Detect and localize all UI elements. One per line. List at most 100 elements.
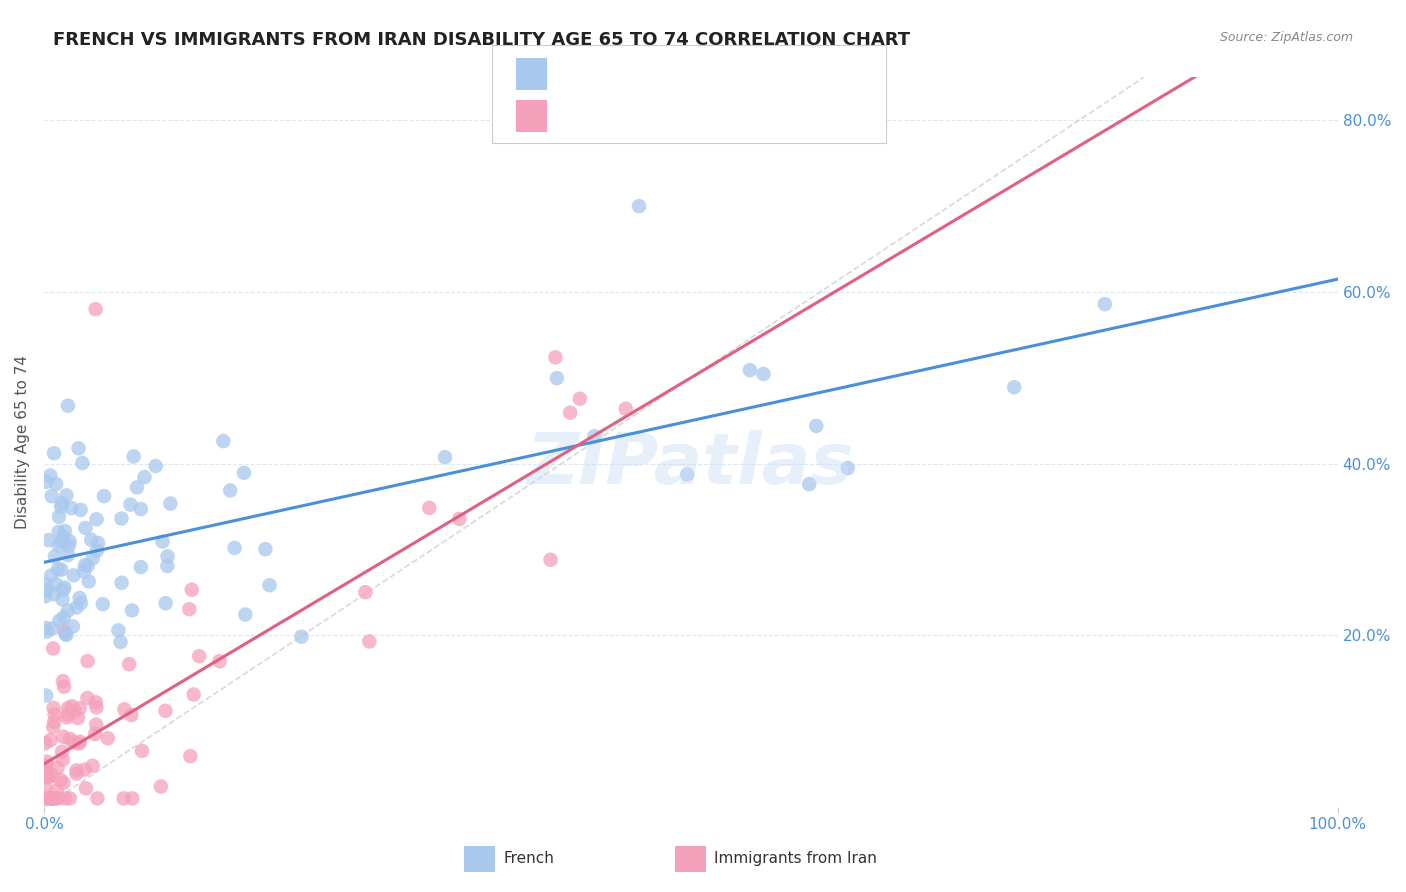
Point (799, 477, 821, 491)
Point (110, 635, 132, 649)
Point (110, 511, 132, 525)
Point (120, 708, 142, 723)
Point (52, 776, 75, 790)
Point (129, 560, 152, 574)
Point (76, 558, 98, 573)
Point (51, 496, 73, 510)
Point (62, 619, 84, 633)
Point (46, 761, 69, 775)
Point (67, 442, 90, 456)
Point (70, 596, 93, 610)
Point (359, 634, 381, 648)
Point (51, 745, 73, 759)
Point (120, 498, 142, 512)
Point (69, 591, 91, 605)
Point (39, 791, 62, 805)
Point (52, 753, 75, 767)
Point (224, 541, 246, 555)
Point (560, 406, 582, 420)
Point (259, 578, 281, 592)
Point (34, 766, 56, 780)
Point (35, 624, 58, 639)
Point (73, 558, 96, 573)
Point (179, 749, 201, 764)
Point (84, 302, 107, 317)
Text: 0.529: 0.529 (593, 107, 645, 125)
Point (42, 720, 65, 734)
Point (44, 549, 66, 564)
Point (540, 553, 562, 567)
Point (76, 691, 98, 706)
Point (56, 707, 79, 722)
Point (111, 575, 134, 590)
Point (77, 574, 100, 589)
Point (118, 657, 141, 672)
Text: 98: 98 (707, 65, 730, 83)
Point (55, 628, 77, 642)
Point (73, 565, 96, 579)
Point (93, 489, 115, 503)
Point (134, 470, 156, 484)
Point (676, 467, 699, 482)
Point (219, 483, 242, 498)
Point (51, 563, 73, 577)
Point (53, 791, 76, 805)
Point (34, 589, 56, 603)
Point (56, 604, 79, 618)
Point (290, 630, 312, 644)
Point (129, 502, 152, 516)
Point (53, 680, 76, 694)
Point (48, 539, 70, 553)
Point (121, 603, 143, 617)
Point (48, 524, 70, 539)
Point (41, 791, 63, 805)
Point (806, 418, 828, 433)
Point (156, 549, 179, 564)
Text: 84: 84 (707, 107, 730, 125)
Point (35, 689, 58, 703)
Point (76, 654, 98, 668)
Point (418, 500, 440, 515)
Point (125, 480, 148, 494)
Point (69, 701, 91, 715)
Point (45, 477, 67, 491)
Point (37, 791, 59, 805)
Point (49, 772, 72, 787)
Text: Source: ZipAtlas.com: Source: ZipAtlas.com (1219, 31, 1353, 45)
Point (52, 610, 75, 624)
Text: N =: N = (671, 107, 707, 125)
Point (34, 780, 56, 795)
Point (60, 699, 83, 714)
Point (67, 711, 90, 725)
Point (449, 512, 471, 526)
Point (35, 475, 58, 489)
Point (91, 597, 114, 611)
Point (86, 700, 108, 714)
Point (39, 791, 62, 805)
Point (59, 731, 82, 746)
Point (208, 654, 231, 668)
Point (56, 548, 79, 562)
Point (86, 512, 108, 526)
Point (1002, 380, 1025, 394)
Point (53, 624, 76, 638)
Point (38, 533, 60, 548)
Point (122, 450, 145, 464)
Text: 0.508: 0.508 (593, 65, 645, 83)
Text: R =: R = (558, 65, 595, 83)
Point (65, 600, 87, 615)
Text: R =: R = (558, 107, 595, 125)
Point (44, 707, 66, 722)
Point (35, 583, 58, 598)
Point (72, 456, 94, 470)
Point (131, 744, 153, 758)
Point (179, 602, 201, 616)
Point (65, 764, 87, 778)
Point (183, 688, 205, 702)
Point (41, 791, 63, 805)
Point (67, 737, 90, 751)
Point (152, 534, 174, 549)
Point (39, 733, 62, 747)
Point (62, 568, 84, 582)
Point (837, 461, 859, 475)
